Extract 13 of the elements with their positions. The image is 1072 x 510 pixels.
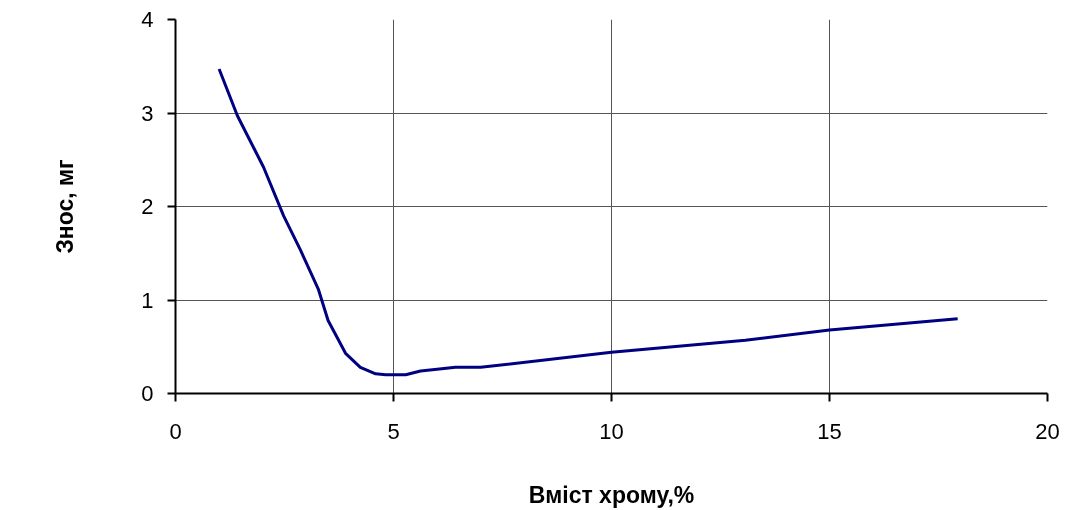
x-tick-label: 15 xyxy=(817,418,842,444)
line-series xyxy=(217,67,960,377)
y-tick-label: 0 xyxy=(141,381,154,406)
x-tick-label: 20 xyxy=(1035,418,1060,444)
x-tick-label: 0 xyxy=(169,418,182,444)
x-axis-title: Вміст хрому,% xyxy=(528,481,695,508)
y-tick-label: 1 xyxy=(141,287,154,313)
x-tick-label: 10 xyxy=(599,418,624,444)
y-tick-label: 2 xyxy=(141,194,154,219)
y-axis-title: Знос, мг xyxy=(52,159,79,254)
x-tick-label: 5 xyxy=(387,418,400,444)
y-tick-label: 3 xyxy=(141,100,154,126)
y-tick-label: 4 xyxy=(141,7,154,32)
